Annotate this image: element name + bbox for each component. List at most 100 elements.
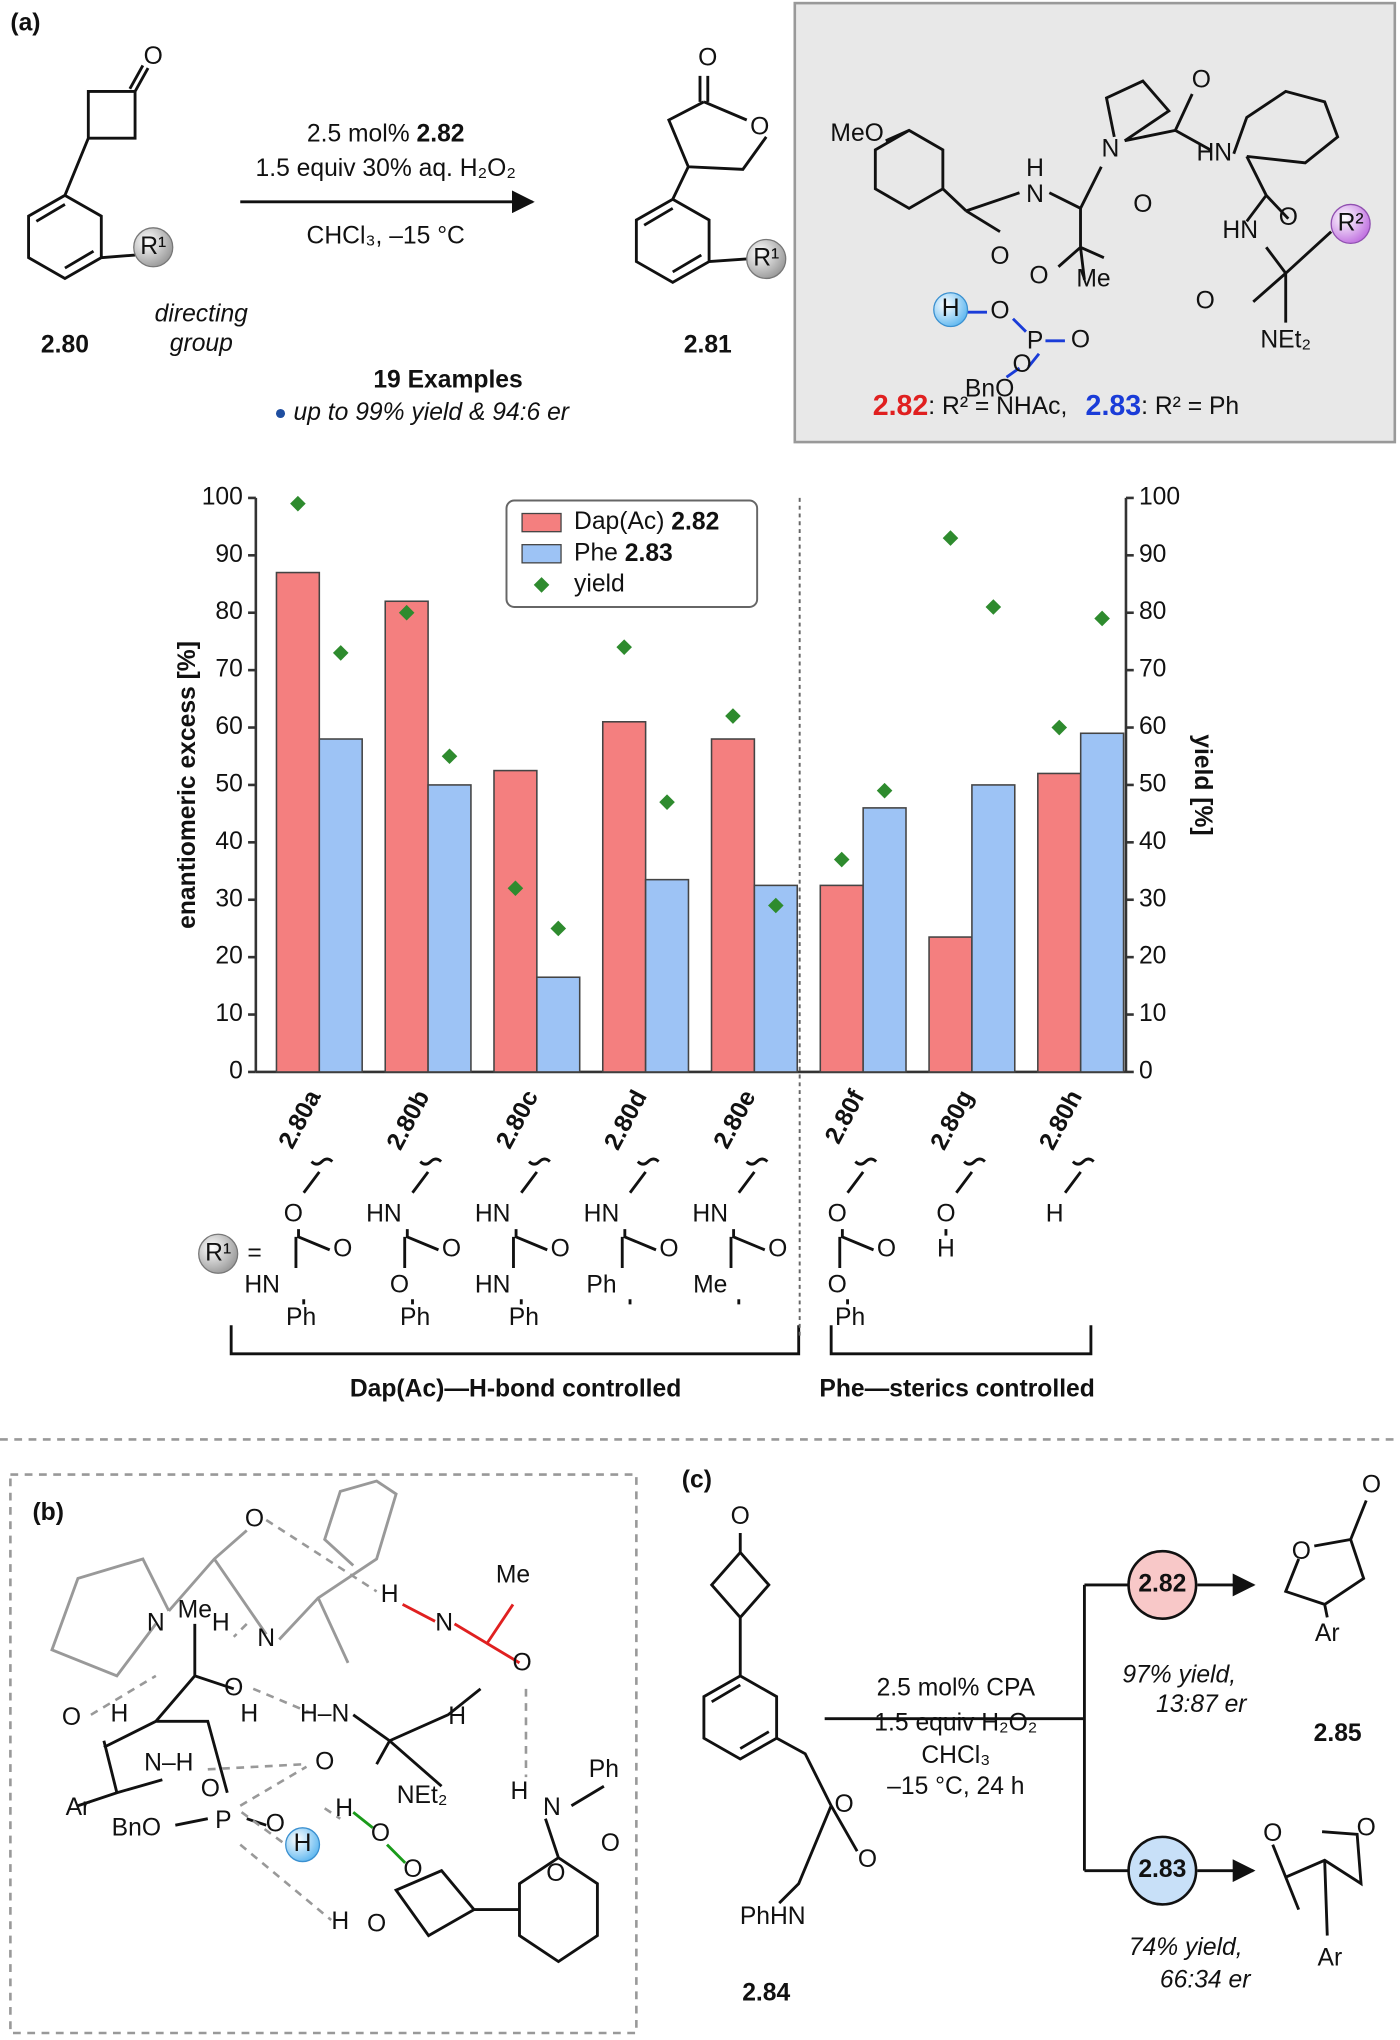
atom-label: Me (693, 1272, 727, 1299)
y2-tick-label: 70 (1139, 656, 1166, 683)
atom-label: R² (1338, 209, 1364, 236)
atom-label: O (551, 1235, 570, 1262)
bar (1037, 772, 1082, 1073)
atom-label: Me (496, 1561, 530, 1588)
scope-count: 19 Examples (373, 367, 522, 394)
atom-label: O (1196, 287, 1215, 314)
note: group (170, 330, 233, 357)
ts-bonds (50, 1479, 605, 1964)
atom-label: H (335, 1795, 353, 1822)
atom-label: R¹ (205, 1239, 231, 1266)
bar (275, 571, 321, 1073)
y-tick-label: 90 (215, 541, 242, 568)
yield-marker (768, 897, 784, 914)
atom-label: H (212, 1609, 230, 1636)
bar (753, 884, 799, 1073)
atom-label: O (1192, 67, 1211, 94)
outcome: 66:34 er (1160, 1967, 1252, 1994)
group-bonds (403, 1229, 440, 1305)
caption-part: 2.83 (1086, 390, 1142, 422)
atom-label: H (937, 1235, 955, 1262)
panel-label: (c) (682, 1467, 712, 1494)
legend-label: Phe 2.83 (574, 539, 673, 566)
conditions-line: CHCl₃, –15 °C (307, 222, 465, 249)
y-tick-label: 40 (215, 828, 242, 855)
compound-id: 2.81 (684, 331, 732, 358)
atom-label: P (215, 1807, 231, 1834)
scheme-c (702, 1499, 1368, 1936)
bar (427, 784, 472, 1073)
bullet (275, 408, 286, 419)
legend-swatch (521, 512, 562, 533)
panel-label: (a) (10, 9, 40, 36)
bar (384, 600, 429, 1073)
atom-label: O (835, 1791, 854, 1818)
yield-marker (833, 851, 850, 868)
x-tick-label: 2.80e (709, 1086, 762, 1153)
atom-label: O (315, 1748, 334, 1775)
atom-label: Ph (286, 1304, 316, 1331)
yield-marker (1051, 719, 1068, 736)
atom-label: N (543, 1794, 561, 1821)
panel-label: (b) (32, 1499, 63, 1526)
atom-label: O (1012, 351, 1031, 378)
bar (644, 878, 690, 1073)
atom-label: O (1263, 1820, 1282, 1847)
atom-label: Ph (835, 1304, 865, 1331)
catalyst-box (793, 1, 1397, 444)
atom-label: O (1071, 326, 1090, 353)
atom-label: HN (692, 1200, 728, 1227)
atom-label: H (240, 1700, 258, 1727)
yield-marker (725, 708, 741, 724)
atom-label: O (245, 1506, 264, 1533)
atom-label: O (750, 113, 769, 140)
atom-label: O (990, 298, 1009, 325)
atom-label: O (659, 1235, 678, 1262)
compound-id: 2.80 (41, 331, 89, 358)
phosphate-bonds (967, 310, 1065, 379)
y2-tick-label: 50 (1139, 770, 1166, 797)
atom-label: O (367, 1911, 386, 1938)
atom-label: Ph (509, 1304, 539, 1331)
caption-part: 2.82 (873, 390, 929, 422)
atom-label: = (247, 1239, 261, 1266)
atom-label: HN (244, 1272, 280, 1299)
catalyst-caption: 2.82: R² = NHAc, 2.83: R² = Ph (873, 390, 1239, 422)
group-bonds (620, 1229, 657, 1305)
catalyst-id: 2.82 (417, 120, 465, 147)
catalyst-id: 2.83 (1138, 1856, 1186, 1883)
yield-marker (942, 530, 959, 546)
wavy-bond (520, 1157, 551, 1194)
yield-marker (332, 645, 349, 661)
x-tick-label: 2.80f (820, 1085, 871, 1148)
bar (862, 807, 907, 1073)
atom-label: N (435, 1609, 453, 1636)
wavy-bond (1063, 1157, 1095, 1194)
brackets (229, 1325, 1093, 1356)
atom-label: O (858, 1846, 877, 1873)
conditions-line: 1.5 equiv H₂O₂ (874, 1709, 1037, 1736)
y2-tick-label: 90 (1139, 541, 1166, 568)
y-tick-label: 50 (215, 770, 242, 797)
wavy-bond (955, 1157, 986, 1194)
bar (318, 738, 363, 1073)
x-tick-label: 2.80b (382, 1086, 435, 1154)
atom-label: BnO (112, 1815, 161, 1842)
atom-label: O (990, 243, 1009, 270)
atom-label: Ar (1315, 1620, 1340, 1647)
y-tick-label: 80 (215, 598, 242, 625)
catalyst-id: 2.82 (1138, 1570, 1186, 1597)
y2-tick-label: 60 (1139, 713, 1166, 740)
catalyst-circle (1127, 1549, 1198, 1620)
reagent-line: 1.5 equiv 30% aq. H₂O₂ (256, 155, 516, 182)
legend-box (505, 499, 759, 608)
compound-id: 2.84 (742, 1980, 790, 2007)
compound-id: 2.85 (1314, 1720, 1362, 1747)
atom-label: O (1029, 263, 1048, 290)
bracket-label: Dap(Ac)—H-bond controlled (350, 1376, 681, 1403)
green-bonds (352, 1811, 407, 1864)
atom-label: HN (475, 1272, 511, 1299)
x-tick-label: 2.80c (491, 1086, 544, 1153)
atom-label: O (224, 1674, 243, 1701)
